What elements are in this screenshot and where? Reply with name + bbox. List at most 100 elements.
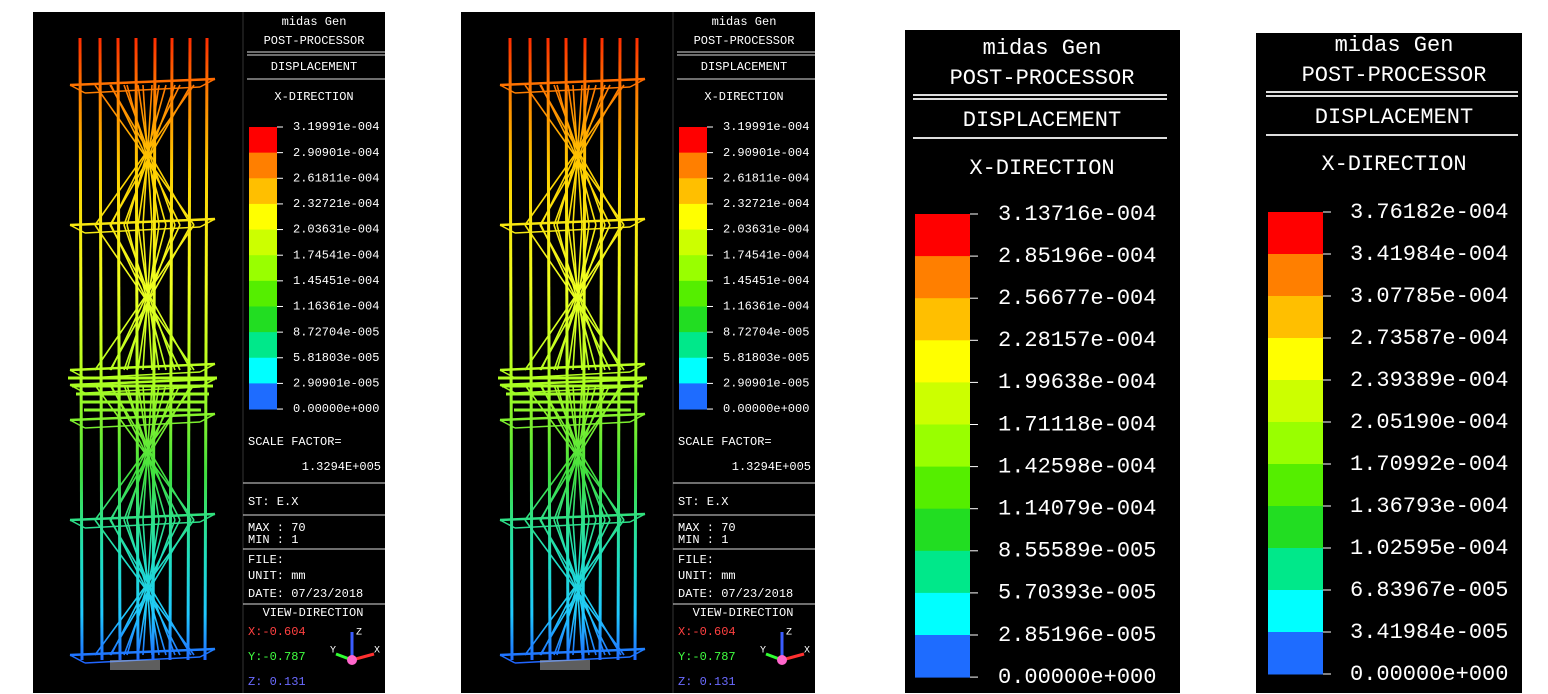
legend-value: 2.73587e-004 [1350,326,1508,351]
legend-swatch [915,340,970,383]
column [100,38,102,660]
date: DATE: 07/23/2018 [248,587,363,601]
legend-value: 0.00000e+000 [293,402,379,416]
legend-swatch [915,425,970,468]
result-direction: X-DIRECTION [969,156,1114,181]
column [548,38,550,660]
program-title: midas Gen [712,15,777,29]
axis-label: X [804,646,810,657]
legend-value: 3.07785e-004 [1350,284,1508,309]
legend-swatch [249,230,277,256]
program-subtitle: POST-PROCESSOR [694,34,795,48]
result-direction: X-DIRECTION [704,90,783,104]
column [618,38,620,660]
min-node: MIN : 1 [678,533,728,547]
legend-value: 1.45451e-004 [723,274,809,288]
legend-swatch [679,178,707,204]
view-x: X:-0.604 [248,625,306,639]
legend-value: 1.70992e-004 [1350,452,1508,477]
legend-swatch [679,230,707,256]
legend-swatch [915,298,970,341]
base-plate [540,660,590,670]
result-type: DISPLACEMENT [963,108,1121,133]
legend-swatch [679,153,707,179]
legend-swatch [915,551,970,594]
legend-swatch [1268,506,1323,549]
base-plate [110,660,160,670]
legend-swatch [679,255,707,281]
legend-value: 1.14079e-004 [998,497,1156,522]
legend-value: 8.72704e-005 [293,325,379,339]
legend-swatch [915,256,970,299]
column [510,38,512,660]
legend-value: 2.32721e-004 [723,197,809,211]
axis-origin [777,655,787,665]
load-step: ST: E.X [248,495,298,509]
legend-value: 2.90901e-005 [723,377,809,391]
legend-value: 0.00000e+000 [998,665,1156,690]
view-x: X:-0.604 [678,625,736,639]
legend-swatch [679,332,707,358]
legend-swatch [249,306,277,332]
view-direction: VIEW-DIRECTION [693,606,794,620]
legend-value: 3.76182e-004 [1350,200,1508,225]
program-title: midas Gen [1335,33,1454,58]
legend-swatch [1268,254,1323,297]
unit: UNIT: mm [248,569,306,583]
legend-swatch [915,509,970,552]
legend-value: 2.85196e-004 [998,244,1156,269]
result-type: DISPLACEMENT [271,60,357,74]
legend-swatch [249,332,277,358]
legend-swatch [915,467,970,510]
legend-value: 2.56677e-004 [998,286,1156,311]
file: FILE: [248,553,284,567]
legend-value: 2.61811e-004 [293,171,379,185]
column [530,38,532,660]
axis-label: X [374,646,380,657]
view-y: Y:-0.787 [678,650,736,664]
legend-swatch [679,127,707,153]
legend-swatch [915,635,970,678]
legend-swatch [679,281,707,307]
legend-value: 1.16361e-004 [723,300,809,314]
view-z: Z: 0.131 [248,675,306,689]
legend-value: 5.81803e-005 [293,351,379,365]
column [635,38,637,660]
legend-swatch [1268,548,1323,591]
legend-swatch [915,593,970,636]
legend-swatch [249,153,277,179]
legend-swatch [1268,296,1323,339]
min-node: MIN : 1 [248,533,298,547]
axis-label: Z [356,628,362,639]
axis-label: Y [760,646,766,657]
legend-value: 2.90901e-004 [723,146,809,160]
column [118,38,120,660]
legend-value: 1.71118e-004 [998,412,1156,437]
legend-value: 1.99638e-004 [998,370,1156,395]
column [205,38,207,660]
legend-value: 2.61811e-004 [723,171,809,185]
legend-swatch [249,383,277,409]
legend-value: 1.42598e-004 [998,454,1156,479]
legend-value: 0.00000e+000 [1350,662,1508,687]
axis-origin [347,655,357,665]
scale-factor: 1.3294E+005 [302,460,381,474]
view-z: Z: 0.131 [678,675,736,689]
legend-swatch [915,382,970,425]
result-panel: midas GenPOST-PROCESSORDISPLACEMENTX-DIR… [33,12,385,693]
legend-value: 3.13716e-004 [998,202,1156,227]
program-title: midas Gen [282,15,347,29]
date: DATE: 07/23/2018 [678,587,793,601]
legend-value: 1.74541e-004 [723,248,809,262]
scale-factor-label: SCALE FACTOR= [678,435,772,449]
legend-swatch [249,127,277,153]
legend-value: 2.05190e-004 [1350,410,1508,435]
legend-swatch [249,281,277,307]
program-subtitle: POST-PROCESSOR [1302,63,1487,88]
legend-value: 2.39389e-004 [1350,368,1508,393]
legend-value: 6.83967e-005 [1350,578,1508,603]
legend-value: 1.74541e-004 [293,248,379,262]
legend-swatch [249,178,277,204]
legend-value: 3.19991e-004 [293,120,379,134]
legend-swatch [1268,464,1323,507]
